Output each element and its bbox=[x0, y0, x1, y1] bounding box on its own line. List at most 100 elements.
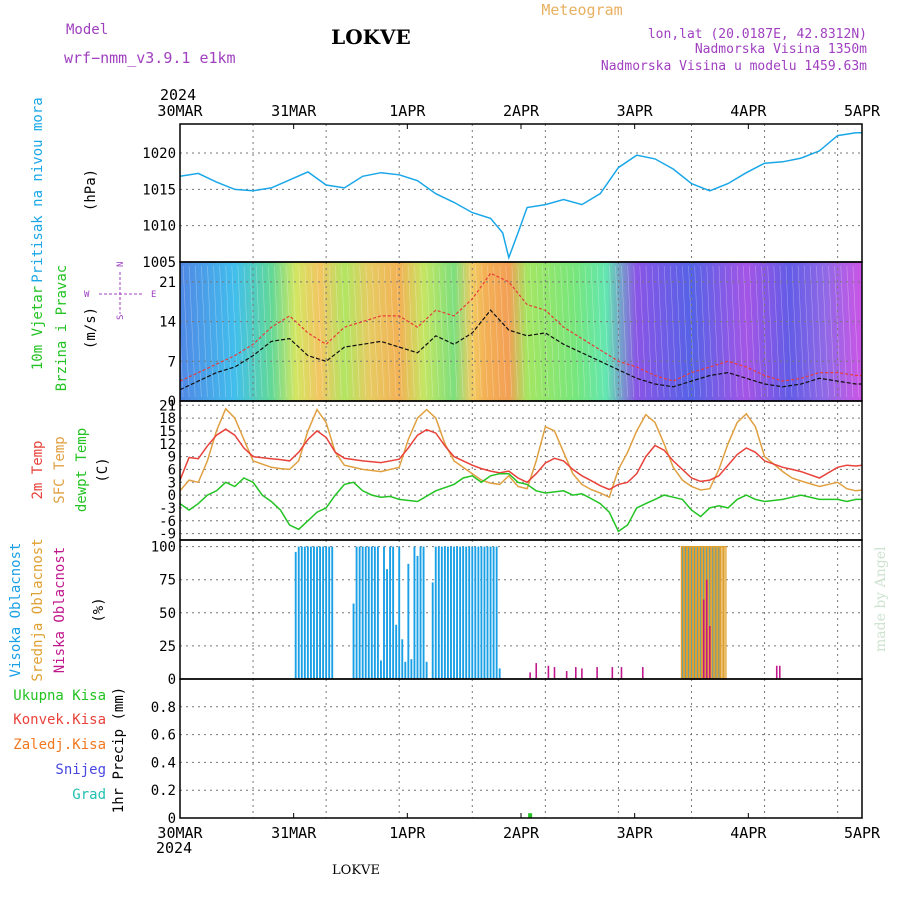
wind-barb-texture bbox=[377, 265, 385, 398]
x-tick-label-bottom: 4APR bbox=[730, 824, 767, 842]
y-tick-label: 14 bbox=[159, 315, 176, 331]
wind-barb-texture bbox=[736, 265, 744, 398]
footer-station: LOKVE bbox=[332, 863, 380, 878]
precip-legend: Ukupna Kisa Konvek.Kisa Zaledj.Kisa Snij… bbox=[13, 687, 127, 813]
compass-e: E bbox=[151, 290, 156, 300]
wind-barb-texture bbox=[566, 265, 574, 398]
compass-w: W bbox=[84, 290, 90, 300]
y-tick-label: 1005 bbox=[142, 255, 176, 271]
wind-barb-texture bbox=[225, 265, 233, 398]
high-cloud-bar bbox=[431, 582, 434, 679]
wind-barb-texture bbox=[347, 265, 354, 398]
compass-s: S bbox=[116, 315, 126, 320]
y-tick-label: 1020 bbox=[142, 146, 176, 162]
y-tick-label: 15 bbox=[159, 424, 176, 440]
wind-barb-texture bbox=[219, 265, 226, 398]
wind-barb-texture bbox=[669, 265, 677, 398]
wind-barb-texture bbox=[755, 265, 762, 398]
panel-frame-clouds bbox=[179, 539, 863, 680]
wind-barb-texture bbox=[414, 265, 421, 398]
wind-barb-texture bbox=[493, 265, 500, 398]
wind-barb-texture bbox=[213, 265, 220, 398]
wind-barb-texture bbox=[834, 265, 841, 398]
high-cloud-bar bbox=[380, 660, 382, 679]
y-tick-label: 7 bbox=[168, 354, 176, 370]
model-elevation: Nadmorska Visina u modelu 1459.63m bbox=[601, 59, 867, 74]
low-cloud-bar bbox=[641, 667, 644, 679]
cloud-ylabel-high: Visoka Oblacnost bbox=[8, 543, 24, 678]
high-cloud-bar bbox=[696, 546, 699, 679]
wind-barb-texture bbox=[255, 265, 263, 398]
cloud-ylabel-unit: (%) bbox=[91, 597, 107, 622]
wind-barb-texture bbox=[542, 265, 549, 398]
wind-barb-texture bbox=[456, 265, 464, 398]
wind-barb-texture bbox=[840, 265, 848, 398]
model-name: wrf−nmm_v3.9.1 e1km bbox=[64, 49, 236, 67]
year-label-top: 2024 bbox=[160, 86, 196, 104]
high-cloud-bar bbox=[708, 546, 711, 679]
low-cloud-bar bbox=[775, 665, 778, 679]
wind-barb-texture bbox=[694, 265, 701, 398]
temp-ylabel-unit: (C) bbox=[95, 457, 111, 482]
high-cloud-bar bbox=[376, 546, 379, 679]
high-cloud-bar bbox=[319, 546, 321, 679]
y-tick-label: 100 bbox=[151, 540, 176, 556]
high-cloud-bar bbox=[684, 546, 687, 679]
wind-barb-texture bbox=[639, 265, 647, 398]
wind-barb-texture bbox=[298, 265, 306, 398]
wind-barb-texture bbox=[292, 265, 300, 398]
wind-panel-background bbox=[180, 262, 862, 401]
wind-barb-texture bbox=[481, 265, 488, 398]
high-cloud-bar bbox=[498, 668, 501, 679]
y-tick-label: 9 bbox=[168, 450, 176, 466]
high-cloud-bar bbox=[328, 546, 331, 679]
y-tick-label: 25 bbox=[159, 639, 176, 655]
wind-barb-texture bbox=[469, 265, 476, 398]
high-cloud-bar bbox=[446, 546, 449, 679]
wind-barb-texture bbox=[749, 265, 756, 398]
wind-barb-texture bbox=[188, 265, 196, 398]
wind-barb-texture bbox=[475, 265, 482, 398]
low-cloud-bar bbox=[596, 667, 598, 679]
high-cloud-bar bbox=[331, 546, 334, 679]
wind-barb-texture bbox=[761, 265, 768, 398]
wind-barb-texture bbox=[663, 265, 671, 398]
high-cloud-bar bbox=[383, 546, 385, 679]
wind-barb-texture bbox=[249, 265, 257, 398]
legend-convective-rain: Konvek.Kisa bbox=[13, 712, 106, 728]
high-cloud-bar bbox=[361, 546, 364, 679]
high-cloud-bar bbox=[717, 546, 720, 679]
legend-freezing-rain: Zaledj.Kisa bbox=[13, 737, 106, 753]
y-tick-label: 1010 bbox=[142, 219, 176, 235]
wind-barb-texture bbox=[785, 265, 793, 398]
low-cloud-bar bbox=[565, 671, 568, 679]
wind-barb-texture bbox=[523, 265, 531, 398]
high-cloud-bar bbox=[395, 624, 398, 679]
high-cloud-bar bbox=[425, 661, 428, 679]
wind-barb-texture bbox=[261, 265, 269, 398]
wind-barb-texture bbox=[712, 265, 720, 398]
compass-n: N bbox=[116, 262, 126, 267]
x-tick-label-top: 3APR bbox=[617, 102, 654, 120]
high-cloud-bar bbox=[711, 546, 714, 679]
cloud-ylabel-low: Niska Oblacnost bbox=[52, 547, 68, 673]
high-cloud-bar bbox=[443, 546, 446, 679]
wind-barb-texture bbox=[578, 265, 586, 398]
high-cloud-bar bbox=[373, 546, 376, 679]
high-cloud-bar bbox=[687, 546, 690, 679]
low-cloud-bar bbox=[535, 663, 538, 679]
y-tick-label: 0.8 bbox=[151, 700, 176, 716]
wind-barb-texture bbox=[797, 265, 805, 398]
y-tick-label: 50 bbox=[159, 606, 176, 622]
wind-barb-texture bbox=[243, 265, 251, 398]
wind-barb-texture bbox=[584, 265, 592, 398]
x-tick-label-top: 2APR bbox=[503, 102, 540, 120]
y-tick-label: 0.4 bbox=[151, 755, 176, 771]
high-cloud-bar bbox=[309, 546, 312, 679]
low-cloud-bar bbox=[778, 665, 781, 679]
high-cloud-bar bbox=[303, 546, 306, 679]
wind-barb-texture bbox=[621, 265, 628, 398]
temp-dewpt-line bbox=[179, 472, 862, 533]
product-title: Meteogram bbox=[541, 1, 622, 19]
